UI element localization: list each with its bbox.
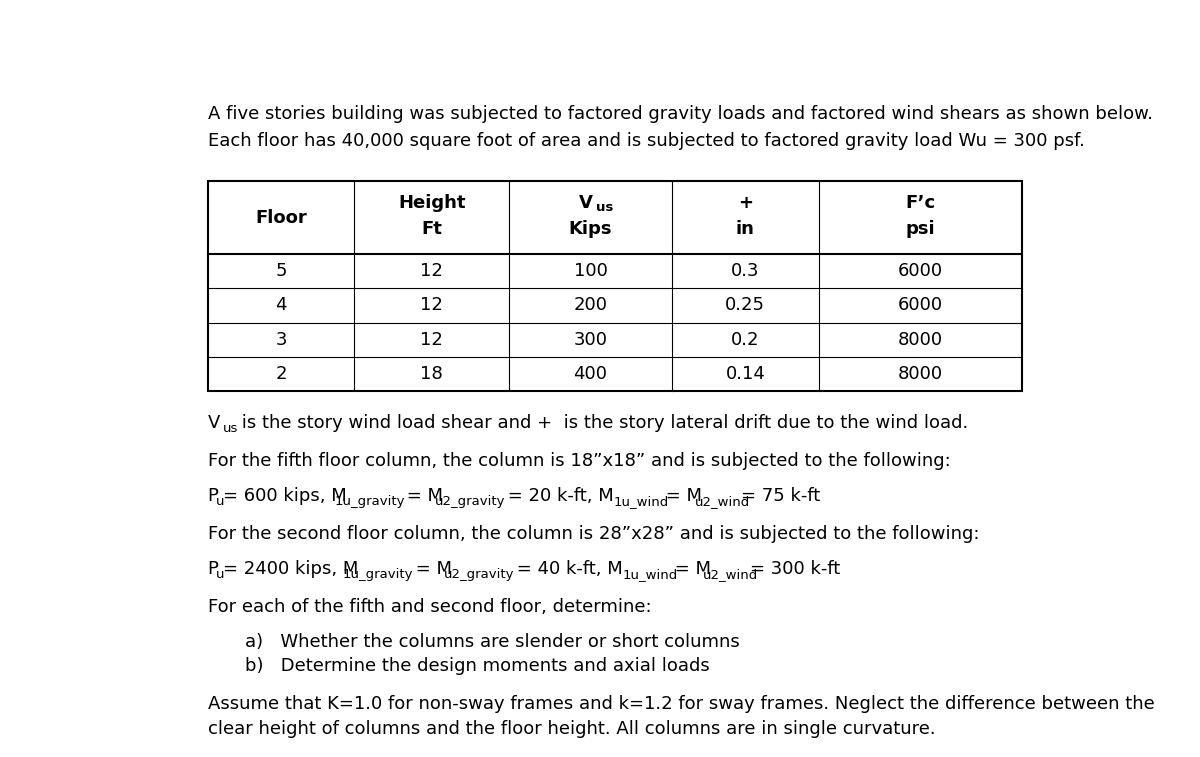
Text: 4: 4 bbox=[275, 297, 287, 314]
Text: V: V bbox=[580, 194, 593, 212]
Text: is the story wind load shear and +  is the story lateral drift due to the wind l: is the story wind load shear and + is th… bbox=[235, 414, 968, 432]
Text: V: V bbox=[208, 414, 220, 432]
Text: 300: 300 bbox=[574, 331, 607, 349]
Text: = 300 k-ft: = 300 k-ft bbox=[750, 560, 840, 578]
Text: 3: 3 bbox=[275, 331, 287, 349]
Text: = M: = M bbox=[668, 560, 710, 578]
Text: = 20 k-ft, M: = 20 k-ft, M bbox=[503, 487, 614, 505]
Text: u2_gravity: u2_gravity bbox=[436, 495, 506, 508]
Text: us: us bbox=[222, 422, 238, 435]
Bar bbox=[208, 181, 1022, 391]
Text: 0.14: 0.14 bbox=[726, 365, 766, 383]
Text: For the second floor column, the column is 28”x28” and is subjected to the follo: For the second floor column, the column … bbox=[208, 525, 979, 543]
Text: u2_wind: u2_wind bbox=[703, 569, 758, 581]
Text: = M: = M bbox=[401, 487, 443, 505]
Text: = 40 k-ft, M: = 40 k-ft, M bbox=[511, 560, 623, 578]
Text: in: in bbox=[736, 220, 755, 238]
Text: 5: 5 bbox=[275, 262, 287, 280]
Text: Assume that K=1.0 for non-sway frames and k=1.2 for sway frames. Neglect the dif: Assume that K=1.0 for non-sway frames an… bbox=[208, 695, 1154, 713]
Text: 12: 12 bbox=[420, 262, 443, 280]
Text: A five stories building was subjected to factored gravity loads and factored win: A five stories building was subjected to… bbox=[208, 105, 1153, 123]
Text: Height: Height bbox=[398, 194, 466, 212]
Text: = M: = M bbox=[660, 487, 702, 505]
Text: us: us bbox=[596, 201, 613, 213]
Text: clear height of columns and the floor height. All columns are in single curvatur: clear height of columns and the floor he… bbox=[208, 719, 935, 737]
Text: u: u bbox=[216, 495, 224, 508]
Text: Floor: Floor bbox=[256, 209, 307, 226]
Text: +: + bbox=[738, 194, 752, 212]
Text: = 75 k-ft: = 75 k-ft bbox=[742, 487, 821, 505]
Text: a)   Whether the columns are slender or short columns: a) Whether the columns are slender or sh… bbox=[245, 633, 739, 651]
Text: 6000: 6000 bbox=[898, 262, 943, 280]
Text: psi: psi bbox=[906, 220, 935, 238]
Text: = M: = M bbox=[409, 560, 451, 578]
Text: 1u_wind: 1u_wind bbox=[622, 569, 677, 581]
Text: For the fifth floor column, the column is 18”x18” and is subjected to the follow: For the fifth floor column, the column i… bbox=[208, 452, 950, 470]
Text: 1u_gravity: 1u_gravity bbox=[334, 495, 404, 508]
Text: Ft: Ft bbox=[421, 220, 442, 238]
Text: For each of the fifth and second floor, determine:: For each of the fifth and second floor, … bbox=[208, 598, 652, 615]
Text: P: P bbox=[208, 560, 218, 578]
Text: 0.25: 0.25 bbox=[725, 297, 766, 314]
Text: b)   Determine the design moments and axial loads: b) Determine the design moments and axia… bbox=[245, 657, 709, 675]
Text: 400: 400 bbox=[574, 365, 607, 383]
Text: Each floor has 40,000 square foot of area and is subjected to factored gravity l: Each floor has 40,000 square foot of are… bbox=[208, 132, 1085, 150]
Text: = 2400 kips, M: = 2400 kips, M bbox=[223, 560, 359, 578]
Text: P: P bbox=[208, 487, 218, 505]
Text: 6000: 6000 bbox=[898, 297, 943, 314]
Text: 1u_gravity: 1u_gravity bbox=[343, 569, 413, 581]
Text: F’c: F’c bbox=[906, 194, 936, 212]
Text: 100: 100 bbox=[574, 262, 607, 280]
Text: 8000: 8000 bbox=[898, 365, 943, 383]
Text: 2: 2 bbox=[275, 365, 287, 383]
Text: 12: 12 bbox=[420, 297, 443, 314]
Text: 1u_wind: 1u_wind bbox=[613, 495, 668, 508]
Text: u2_gravity: u2_gravity bbox=[444, 569, 515, 581]
Text: Kips: Kips bbox=[569, 220, 612, 238]
Text: 200: 200 bbox=[574, 297, 607, 314]
Text: u: u bbox=[216, 569, 224, 581]
Text: 0.2: 0.2 bbox=[731, 331, 760, 349]
Text: 8000: 8000 bbox=[898, 331, 943, 349]
Text: 0.3: 0.3 bbox=[731, 262, 760, 280]
Text: u2_wind: u2_wind bbox=[695, 495, 750, 508]
Text: = 600 kips, M: = 600 kips, M bbox=[223, 487, 347, 505]
Text: 18: 18 bbox=[420, 365, 443, 383]
Text: 12: 12 bbox=[420, 331, 443, 349]
